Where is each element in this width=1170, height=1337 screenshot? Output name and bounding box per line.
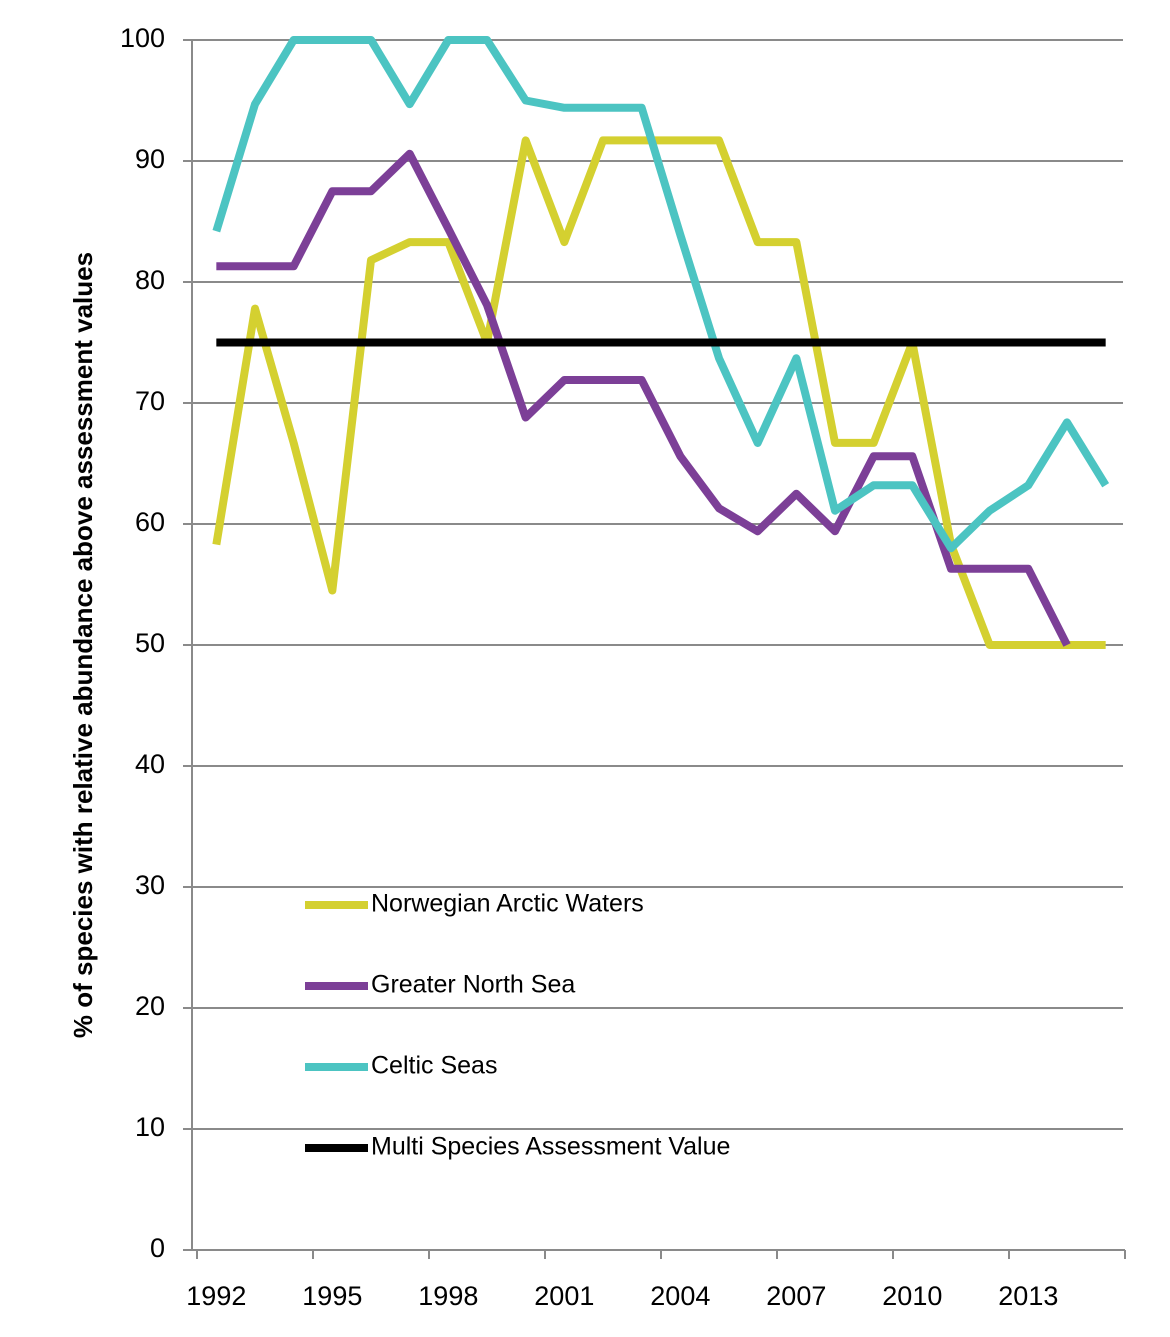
series-line (216, 149, 1071, 647)
y-tick-label: 80 (135, 265, 165, 295)
y-tick-label: 50 (135, 628, 165, 658)
legend-label: Norwegian Arctic Waters (371, 890, 644, 918)
y-tick-label: 90 (135, 144, 165, 174)
series-line (212, 136, 1106, 649)
y-tick-label: 30 (135, 870, 165, 900)
legend-label: Multi Species Assessment Value (371, 1133, 730, 1161)
series-line (212, 36, 1110, 553)
y-tick-label: 70 (135, 386, 165, 416)
y-axis-label: % of species with relative abundance abo… (68, 252, 98, 1038)
y-tick-label: 100 (120, 23, 165, 53)
legend-label: Celtic Seas (371, 1052, 497, 1080)
y-tick-label: 0 (150, 1233, 165, 1263)
x-tick-label: 2007 (766, 1281, 826, 1311)
x-tick-label: 1995 (302, 1281, 362, 1311)
x-tick-label: 1998 (418, 1281, 478, 1311)
y-tick-label: 20 (135, 991, 165, 1021)
x-tick-label: 2001 (534, 1281, 594, 1311)
x-tick-label: 1992 (186, 1281, 246, 1311)
y-tick-label: 10 (135, 1112, 165, 1142)
x-tick-label: 2004 (650, 1281, 710, 1311)
x-tick-label: 2013 (998, 1281, 1058, 1311)
y-tick-label: 40 (135, 749, 165, 779)
legend-label: Greater North Sea (371, 971, 575, 999)
x-tick-label: 2010 (882, 1281, 942, 1311)
y-tick-label: 60 (135, 507, 165, 537)
